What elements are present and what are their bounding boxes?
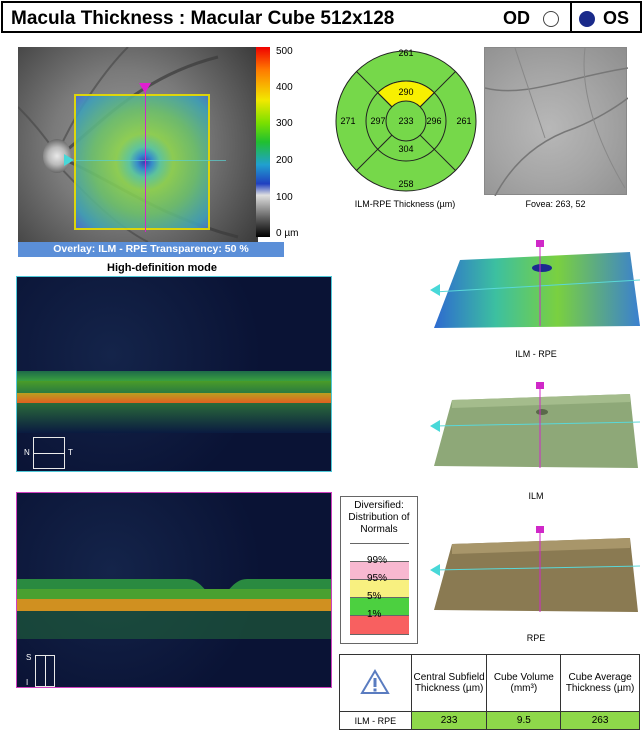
legend-swatch-99: [350, 561, 409, 579]
sector-inner-top: 290: [398, 87, 413, 97]
warning-triangle-icon: [360, 668, 391, 694]
colorbar-tick: 300: [276, 118, 293, 129]
render-caption: ILM: [528, 491, 544, 501]
warning-cell: [339, 654, 412, 712]
sector-outer-bottom: 258: [398, 179, 413, 189]
retina-layer: [17, 381, 331, 393]
bscan-horizontal[interactable]: N T: [16, 276, 332, 472]
legend-label: 95%: [367, 573, 388, 584]
legend-title: Diversified: Distribution of Normals: [348, 500, 410, 535]
eye-divider: [570, 3, 572, 31]
col-header-central-subfield: Central Subfield Thickness (µm): [410, 654, 488, 712]
value-central-subfield: 233: [410, 711, 488, 730]
legend-swatch-95: [350, 579, 409, 597]
vertical-scan-marker-icon[interactable]: [139, 83, 151, 93]
render-caption: ILM - RPE: [515, 349, 557, 359]
eye-od-label: OD: [503, 8, 530, 28]
eye-os-label: OS: [603, 8, 630, 28]
sector-center: 233: [398, 116, 413, 126]
legend-swatch-1: [350, 615, 409, 635]
colorbar-tick: 100: [276, 192, 293, 203]
fovea-image[interactable]: [484, 47, 628, 196]
sector-outer-right: 261: [456, 116, 471, 126]
thickness-colorbar: [256, 47, 270, 237]
scan-line-vertical[interactable]: [145, 87, 146, 232]
sector-outer-left: 271: [340, 116, 355, 126]
orientation-box: N T: [24, 437, 73, 469]
radio-od[interactable]: [543, 11, 559, 27]
thickness-summary-table: Central Subfield Thickness (µm) Cube Vol…: [339, 654, 640, 730]
render-ilm[interactable]: [430, 382, 642, 478]
value-cube-average: 263: [560, 711, 640, 730]
render-ilm-rpe[interactable]: [430, 240, 642, 336]
row-label: ILM - RPE: [339, 711, 412, 730]
thickness-overlay[interactable]: [74, 94, 210, 230]
eye-selector-os[interactable]: OS: [577, 7, 639, 31]
colorbar-tick: 400: [276, 82, 293, 93]
sector-inner-right: 296: [426, 116, 441, 126]
orientation-bottom-label: I: [26, 678, 29, 687]
overlay-settings-bar[interactable]: Overlay: ILM - RPE Transparency: 50 %: [18, 242, 284, 257]
colorbar-tick: 500: [276, 46, 293, 57]
bscan-vertical[interactable]: S I: [16, 492, 332, 688]
colorbar-tick: 0 µm: [276, 228, 299, 239]
choroid-layer: [17, 403, 331, 433]
orientation-right-label: T: [68, 448, 73, 457]
fovea-vessels: [485, 48, 628, 196]
sector-inner-bottom: 304: [398, 144, 413, 154]
legend-swatch-top: [350, 543, 409, 561]
scan-line-horizontal[interactable]: [76, 160, 226, 161]
render-rpe[interactable]: [430, 526, 642, 622]
normals-legend: Diversified: Distribution of Normals 99%…: [340, 496, 418, 644]
report-title: Macula Thickness : Macular Cube 512x128: [11, 8, 395, 29]
value-cube-volume: 9.5: [486, 711, 562, 730]
legend-swatch-5: [350, 597, 409, 615]
thickness-map-caption: ILM-RPE Thickness (µm): [354, 199, 456, 209]
legend-label: 1%: [367, 609, 382, 620]
horizontal-scan-marker-icon[interactable]: [64, 154, 74, 166]
render-caption: RPE: [526, 633, 546, 643]
report-header: Macula Thickness : Macular Cube 512x128 …: [1, 1, 642, 33]
orientation-top-label: S: [26, 653, 32, 662]
col-header-cube-volume: Cube Volume (mm³): [486, 654, 562, 712]
scan-mode-label: High-definition mode: [107, 262, 217, 274]
sector-inner-left: 297: [370, 116, 385, 126]
rpe-layer: [17, 393, 331, 403]
retina-layer: [17, 371, 331, 381]
eye-selector-od[interactable]: OD: [503, 7, 567, 31]
sector-outer-top: 261: [398, 48, 413, 58]
orientation-left-label: N: [24, 448, 30, 457]
center-circle: [385, 100, 427, 142]
colorbar-tick: 200: [276, 155, 293, 166]
col-header-cube-average: Cube Average Thickness (µm): [560, 654, 640, 712]
legend-label: 99%: [367, 555, 388, 566]
fundus-image[interactable]: [18, 47, 258, 242]
orientation-box: S I: [26, 653, 55, 687]
etdrs-thickness-map[interactable]: 261 271 261 258 290 297 296 304 233: [335, 47, 478, 195]
legend-label: 5%: [367, 591, 382, 602]
radio-os[interactable]: [579, 11, 595, 27]
foveal-pit-profile: [17, 579, 331, 639]
fovea-caption: Fovea: 263, 52: [525, 199, 586, 209]
